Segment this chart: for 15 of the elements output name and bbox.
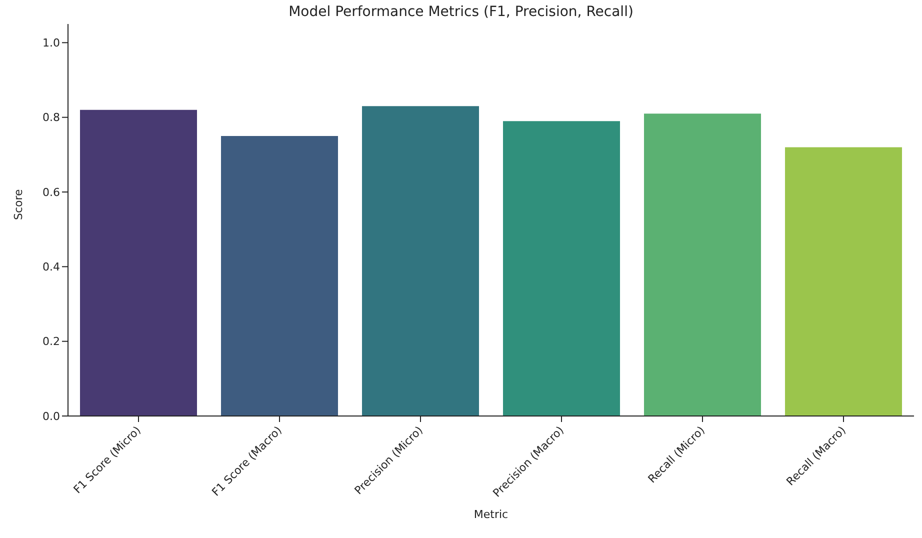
y-tick-label: 0.8 [42,111,60,124]
bar [503,121,620,416]
bar [362,106,479,416]
bar [80,110,197,416]
chart-title: Model Performance Metrics (F1, Precision, Recall) [288,3,634,22]
y-tick-label: 0.4 [42,260,60,274]
bar [221,136,338,416]
y-tick-label: 0.2 [42,335,60,348]
x-axis-title: Metric [474,508,508,521]
y-axis-title: Score [12,188,25,220]
bar [785,147,902,416]
y-tick-label: 1.0 [42,36,60,50]
bar [644,114,761,416]
y-tick-label: 0.0 [42,410,60,423]
y-tick-label: 0.6 [42,186,60,199]
